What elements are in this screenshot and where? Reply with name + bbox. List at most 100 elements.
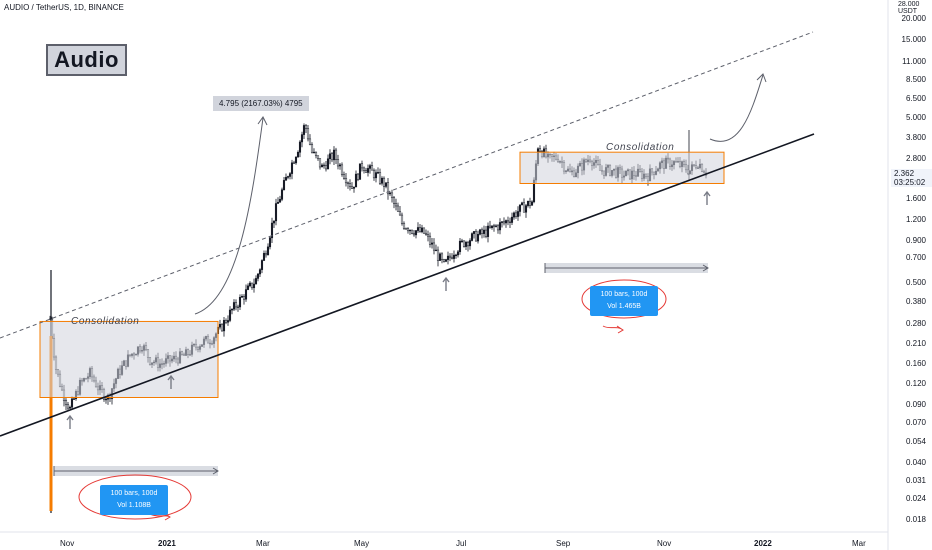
- candle-body: [472, 231, 476, 234]
- time-tick-label: 2022: [754, 539, 772, 548]
- candle-body: [306, 128, 310, 140]
- candle-body: [344, 178, 348, 184]
- candle-body: [428, 235, 432, 245]
- candle-body: [224, 320, 228, 323]
- candle-body: [444, 259, 448, 262]
- candle-body: [260, 260, 264, 270]
- range-bars-right: 100 bars, 100d: [600, 291, 648, 298]
- candle-body: [284, 177, 288, 181]
- candle-body: [370, 165, 374, 171]
- projection-arrow-left: [257, 116, 268, 126]
- candle-body: [458, 240, 462, 253]
- candle-body: [386, 182, 390, 195]
- candle-body: [64, 400, 68, 405]
- price-tick-label: 6.500: [905, 94, 926, 104]
- candle-body: [232, 302, 236, 310]
- launch-candle-body: [49, 336, 53, 511]
- candle-body: [290, 162, 294, 174]
- projection-arrow-right: [756, 73, 767, 83]
- candle-body: [332, 149, 336, 161]
- candle-body: [250, 282, 254, 289]
- range-bars-left: 100 bars, 100d: [110, 490, 158, 497]
- candle-body: [318, 158, 322, 168]
- candle-body: [420, 227, 424, 233]
- candle-body: [434, 249, 438, 252]
- price-tick-label: 11.000: [902, 56, 926, 66]
- candle-body: [374, 172, 378, 179]
- candle-body: [68, 406, 72, 409]
- candle-body: [496, 225, 500, 231]
- candle-body: [456, 251, 460, 256]
- candle-body: [398, 211, 402, 216]
- candle-body: [308, 138, 312, 145]
- candle-body: [424, 232, 428, 235]
- candle-body: [510, 216, 514, 223]
- candle-body: [326, 158, 330, 170]
- candle-body: [346, 182, 350, 184]
- price-tick-label: 0.900: [905, 235, 926, 245]
- candle-body: [372, 169, 376, 179]
- candle-body: [320, 164, 324, 168]
- projection-curve-right: [709, 74, 764, 142]
- candle-body: [248, 282, 252, 287]
- price-tick-label: 0.500: [905, 277, 926, 287]
- candle-body: [338, 164, 342, 167]
- candle-body: [482, 229, 486, 234]
- candle-body: [302, 125, 306, 135]
- candle-body: [426, 234, 430, 237]
- candle-body: [246, 285, 250, 290]
- candle-body: [478, 229, 482, 235]
- projection-curve-left: [194, 117, 264, 315]
- candle-body: [294, 156, 298, 164]
- candle-body: [282, 180, 286, 191]
- candle-body: [356, 173, 360, 180]
- channel-upper-dashed-line: [0, 31, 814, 339]
- candle-body: [364, 170, 368, 173]
- up-arrow-head: [703, 190, 711, 197]
- candle-body: [528, 200, 532, 206]
- candle-body: [524, 205, 528, 213]
- candle-body: [382, 177, 386, 187]
- candle-body: [408, 229, 412, 232]
- time-tick-label: Mar: [852, 539, 866, 548]
- candle-body: [394, 203, 398, 207]
- candle-body: [226, 320, 230, 323]
- candle-body: [270, 222, 274, 239]
- candle-body: [498, 222, 502, 231]
- candle-body: [336, 159, 340, 167]
- candle-body: [486, 225, 490, 237]
- candle-body: [392, 197, 396, 204]
- candle-body: [480, 229, 484, 234]
- candle-body: [380, 177, 384, 184]
- candle-body: [492, 225, 496, 227]
- candle-body: [342, 174, 346, 179]
- candle-body: [502, 221, 506, 224]
- range-vol-right: Vol 1.465B: [607, 303, 641, 310]
- up-arrow-head: [442, 276, 450, 283]
- candle-body: [508, 221, 512, 223]
- candle-body: [72, 398, 76, 400]
- candle-body: [506, 220, 510, 223]
- candle-body: [522, 202, 526, 213]
- price-tick-label: 0.040: [905, 457, 926, 467]
- price-tick-label: 15.000: [901, 34, 926, 44]
- price-tick-label: 0.018: [905, 515, 926, 524]
- candle-body: [518, 204, 522, 212]
- candle-body: [238, 297, 242, 308]
- candle-body: [436, 249, 440, 261]
- candle-body: [404, 228, 408, 230]
- consolidation-label-left: Consolidation: [71, 316, 140, 327]
- price-tick-label: 20.000: [901, 14, 926, 23]
- candle-body: [304, 125, 308, 129]
- time-tick-label: 2021: [158, 539, 176, 548]
- price-tick-label: 0.160: [905, 358, 926, 368]
- candle-body: [340, 164, 344, 175]
- candle-body: [396, 205, 400, 212]
- candle-body: [272, 220, 276, 224]
- candle-body: [464, 241, 468, 247]
- candle-body: [66, 404, 70, 409]
- candle-body: [450, 256, 454, 259]
- price-tick-label: 5.000: [905, 113, 926, 123]
- candle-body: [476, 234, 480, 242]
